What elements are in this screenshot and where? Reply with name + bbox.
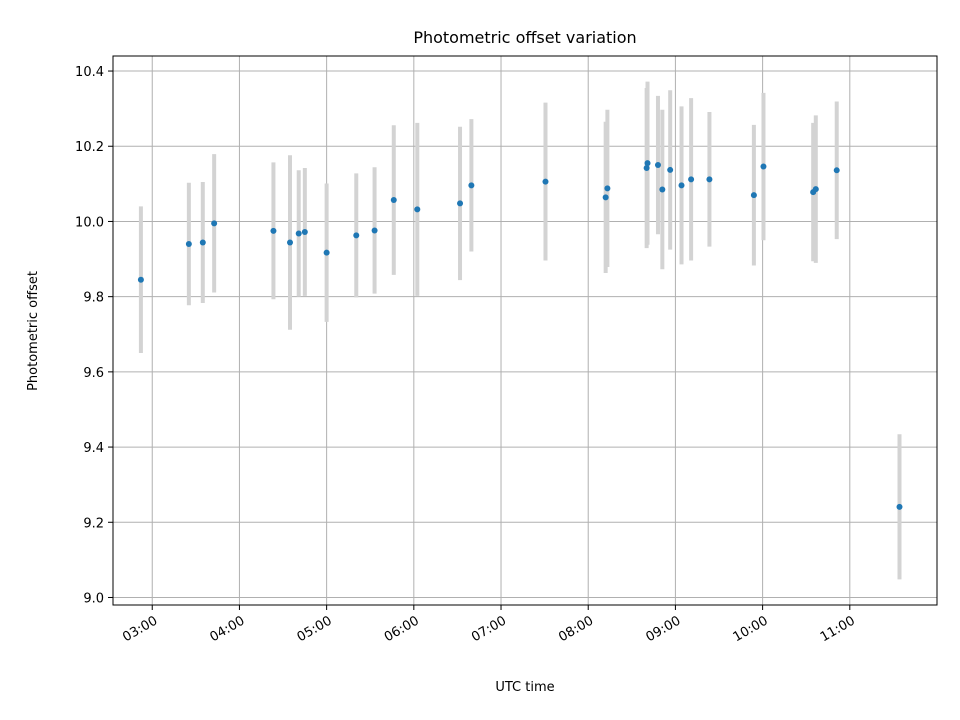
data-point: [667, 166, 674, 173]
y-tick-label: 10.2: [75, 140, 104, 155]
data-point: [468, 182, 475, 189]
data-point: [604, 185, 611, 192]
data-point: [812, 186, 819, 193]
data-point: [706, 176, 713, 183]
data-point: [390, 197, 397, 204]
y-axis-label: Photometric offset: [26, 271, 41, 391]
plot-frame: [112, 55, 938, 606]
data-point: [678, 182, 685, 189]
data-point: [896, 503, 903, 510]
y-tick-label: 9.8: [83, 291, 104, 306]
y-axis-ticks: 9.0 9.2 9.4 9.6 9.8 10.0 10.2 10.4: [75, 65, 113, 606]
data-point: [602, 194, 609, 201]
data-point: [287, 239, 294, 246]
data-point: [457, 200, 464, 207]
data-points: [137, 160, 903, 510]
data-point: [760, 163, 767, 170]
y-tick-label: 10.0: [75, 215, 104, 230]
data-point: [643, 165, 650, 172]
data-point: [659, 186, 666, 193]
data-point: [323, 249, 330, 256]
grid: [113, 56, 937, 605]
data-point: [371, 227, 378, 234]
data-point: [644, 160, 651, 167]
chart-title: Photometric offset variation: [413, 28, 636, 47]
data-point: [211, 220, 218, 227]
y-tick-label: 9.6: [83, 366, 104, 381]
data-point: [414, 206, 421, 213]
y-tick-label: 9.2: [83, 516, 104, 531]
data-point: [301, 228, 308, 235]
data-point: [199, 239, 206, 246]
data-point: [137, 276, 144, 283]
data-point: [688, 176, 695, 183]
data-point: [270, 227, 277, 234]
data-point: [185, 241, 192, 248]
data-point: [295, 230, 302, 237]
y-tick-label: 9.4: [83, 441, 104, 456]
data-point: [833, 167, 840, 174]
data-point: [750, 192, 757, 199]
data-point: [654, 162, 661, 169]
x-axis-label: UTC time: [495, 680, 554, 695]
data-point: [542, 178, 549, 185]
data-point: [353, 232, 360, 239]
y-tick-label: 10.4: [75, 65, 104, 80]
y-tick-label: 9.0: [83, 591, 104, 606]
